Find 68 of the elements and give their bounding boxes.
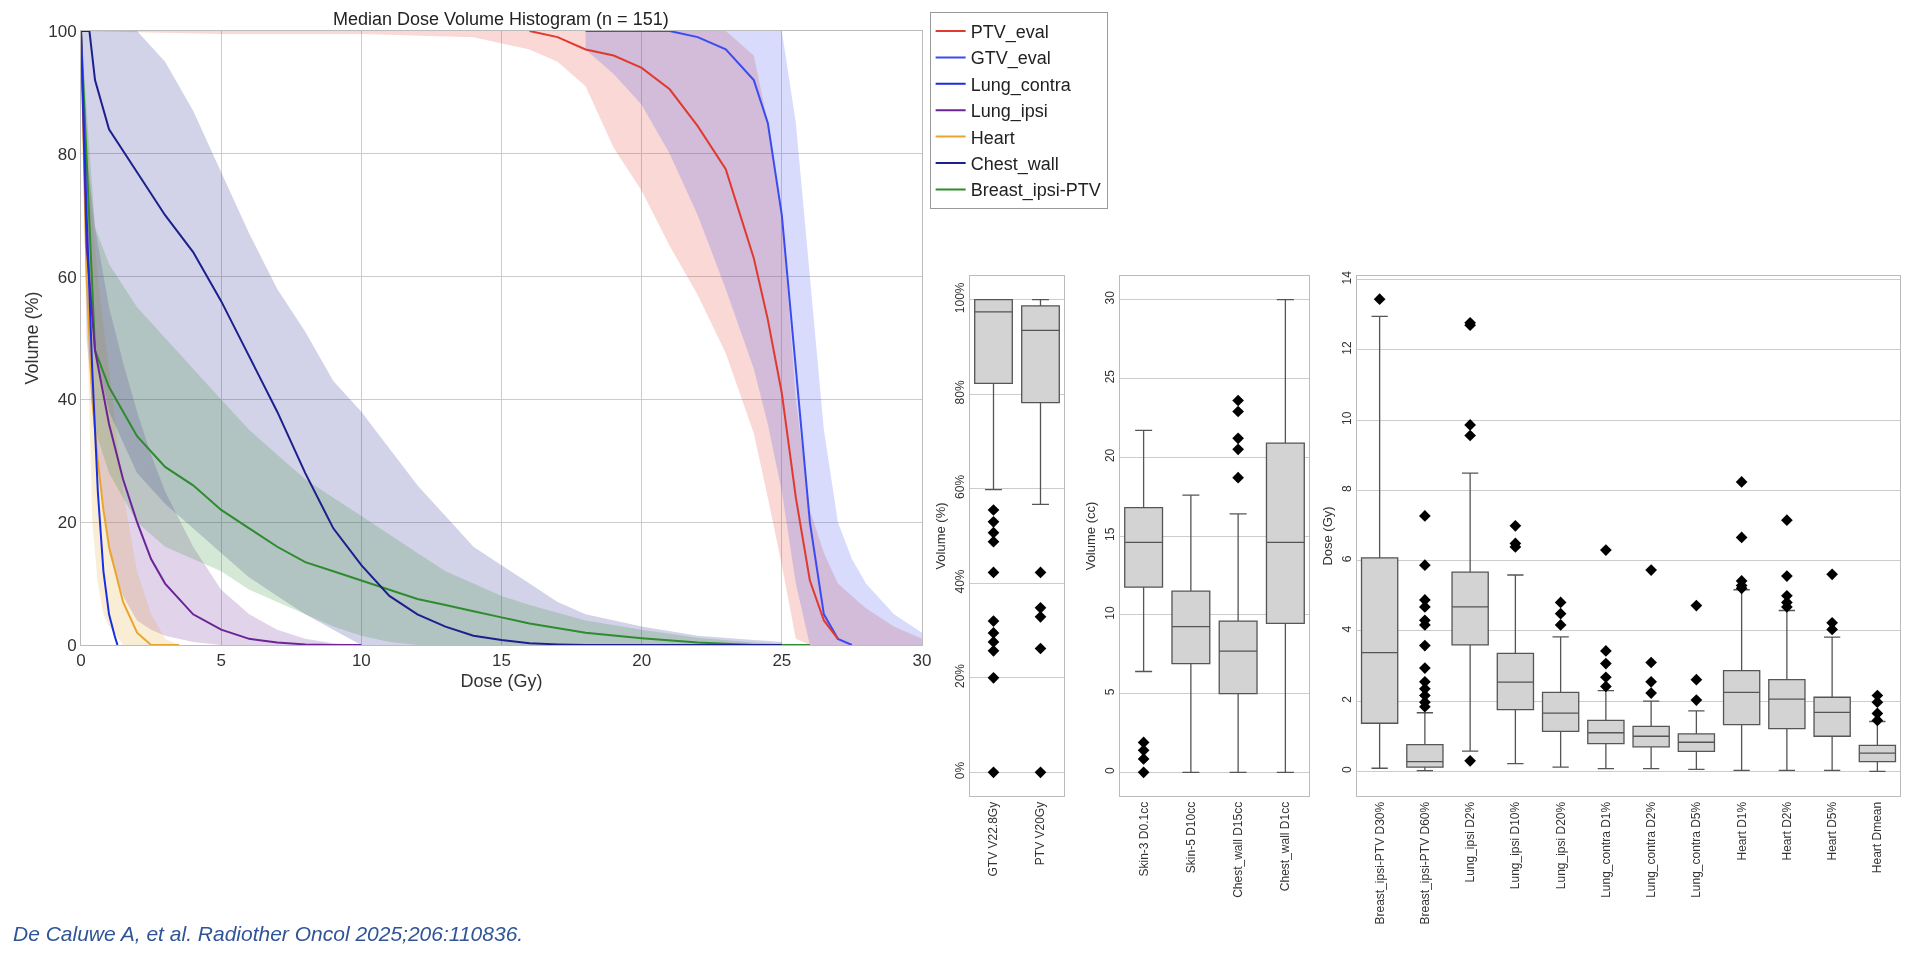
x-tick-label: Heart Dmean xyxy=(1870,801,1885,874)
x-tick-label: 15 xyxy=(492,651,511,671)
y-axis-title: Volume (cc) xyxy=(1083,501,1099,571)
y-tick-label: 100% xyxy=(953,282,968,314)
x-tick-label: Breast_ipsi-PTV D30% xyxy=(1372,801,1387,925)
chart-title: Median Dose Volume Histogram (n = 151) xyxy=(333,9,669,29)
y-tick-label: 60 xyxy=(57,267,77,287)
x-tick-label: 30 xyxy=(912,651,932,671)
y-tick-label: 0 xyxy=(67,635,77,655)
y-tick-label: 14 xyxy=(1340,270,1355,285)
y-tick-label: 15 xyxy=(1103,527,1118,541)
y-tick-label: 100 xyxy=(48,21,77,41)
legend-label: PTV_eval xyxy=(970,22,1049,44)
text: De Caluwe A, et al. Radiother Oncol 2025;206:110836. xyxy=(13,922,524,945)
y-tick-label: 40 xyxy=(57,390,77,410)
x-tick-label: Skin-3 D0.1cc xyxy=(1136,801,1151,877)
y-tick-label: 10 xyxy=(1103,606,1118,620)
legend-label: GTV_eval xyxy=(970,48,1051,70)
x-tick-label: Chest_wall D15cc xyxy=(1231,801,1246,898)
x-tick-label: PTV V20Gy xyxy=(1033,801,1048,866)
y-tick-label: 80 xyxy=(57,144,77,164)
x-tick-label: 5 xyxy=(216,651,226,671)
legend-label: Lung_contra xyxy=(970,74,1072,96)
y-tick-label: 20 xyxy=(1103,448,1118,463)
y-tick-label: 5 xyxy=(1103,688,1118,696)
y-tick-label: 0% xyxy=(953,761,968,780)
legend-label: Breast_ipsi-PTV xyxy=(970,180,1101,202)
y-tick-label: 0 xyxy=(1340,765,1355,773)
y-tick-label: 40% xyxy=(953,569,968,594)
x-tick-label: Heart D1% xyxy=(1734,801,1749,861)
y-tick-label: 2 xyxy=(1340,695,1355,703)
x-tick-label: Lung_ipsi D10% xyxy=(1508,801,1523,890)
x-tick-label: Skin-5 D10cc xyxy=(1183,801,1198,874)
y-axis-title: Volume (%) xyxy=(933,502,949,570)
y-tick-label: 0 xyxy=(1103,766,1118,774)
legend-label: Heart xyxy=(970,127,1015,148)
y-tick-label: 8 xyxy=(1340,484,1355,492)
y-tick-label: 20 xyxy=(57,513,77,533)
y-tick-label: 10 xyxy=(1340,411,1355,425)
legend-label: Chest_wall xyxy=(970,154,1059,176)
y-tick-label: 20% xyxy=(953,663,968,689)
line-series xyxy=(81,31,119,645)
x-tick-label: Heart D5% xyxy=(1825,801,1840,861)
x-tick-label: 20 xyxy=(632,651,652,671)
line-series xyxy=(584,31,853,645)
y-tick-label: 60% xyxy=(953,474,968,499)
x-tick-label: Breast_ipsi-PTV D60% xyxy=(1417,801,1432,925)
y-tick-label: 80% xyxy=(953,380,968,405)
x-tick-label: 10 xyxy=(351,651,371,671)
y-tick-label: 4 xyxy=(1340,625,1355,633)
x-tick-label: Lung_contra D2% xyxy=(1644,801,1659,898)
x-tick-label: Lung_ipsi D2% xyxy=(1463,801,1478,883)
x-tick-label: Chest_wall D1cc xyxy=(1278,801,1293,892)
x-tick-label: 25 xyxy=(772,651,792,671)
x-tick-label: Lung_contra D5% xyxy=(1689,801,1704,898)
x-tick-label: Lung_contra D1% xyxy=(1598,801,1613,898)
y-axis-title: Volume (%) xyxy=(22,291,43,385)
y-tick-label: 25 xyxy=(1103,369,1118,384)
x-tick-label: Heart D2% xyxy=(1779,801,1794,861)
y-tick-label: 30 xyxy=(1103,290,1118,305)
x-tick-label: Lung_ipsi D20% xyxy=(1553,801,1568,890)
legend-label: Lung_ipsi xyxy=(970,101,1048,123)
x-tick-label: GTV V22.8Gy xyxy=(986,801,1001,877)
y-tick-label: 6 xyxy=(1340,555,1355,563)
x-axis-title: Dose (Gy) xyxy=(460,670,543,691)
y-axis-title: Dose (Gy) xyxy=(1320,506,1336,566)
y-tick-label: 12 xyxy=(1340,340,1355,355)
line-series xyxy=(528,31,839,640)
